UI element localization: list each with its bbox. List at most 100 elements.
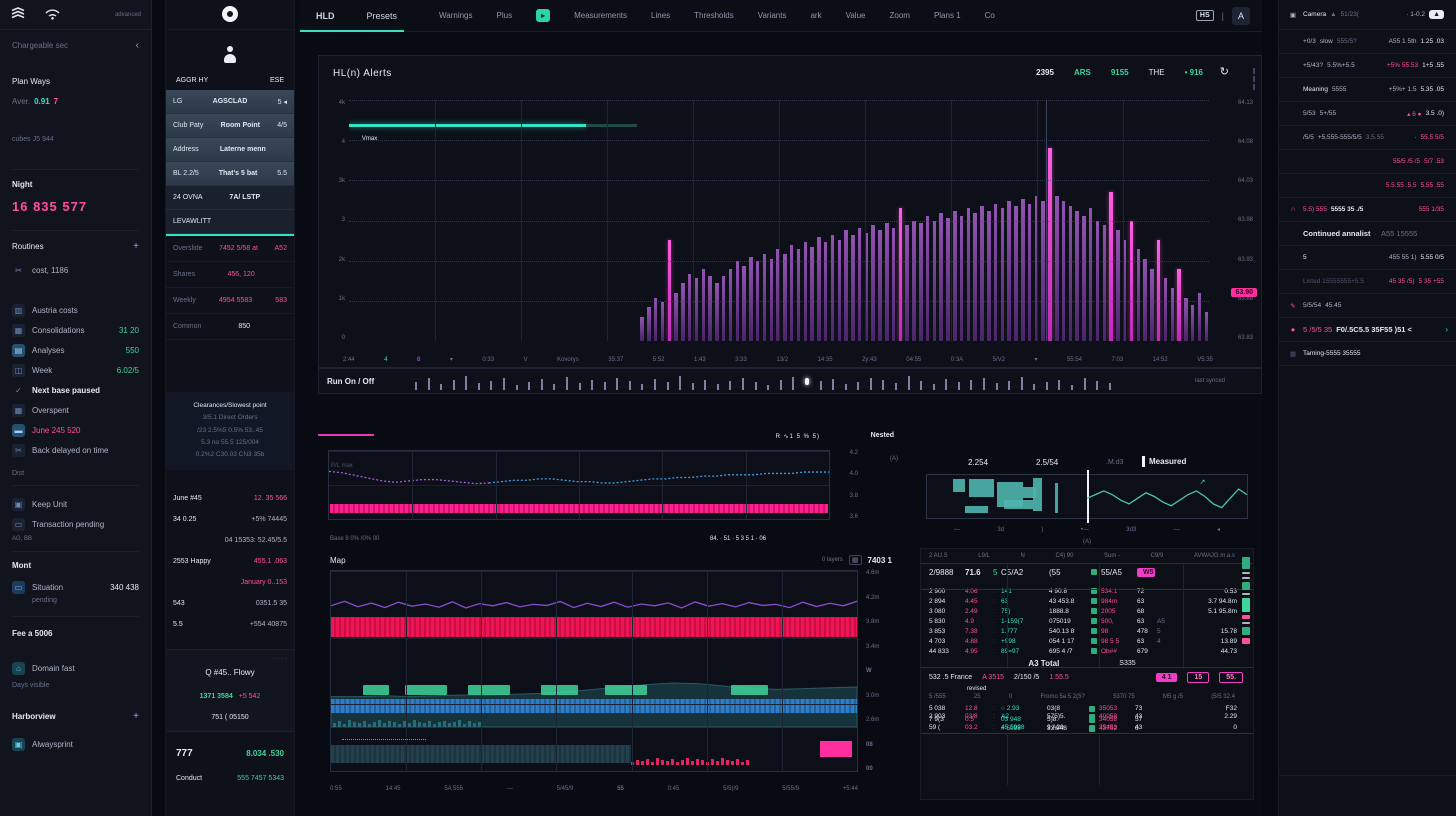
right-sidebar-row[interactable]: /5/5 +5.555-555/5/5 3.5.55 · 55.5 5/5 [1279,126,1456,150]
watch-row[interactable]: BL 2.2/5 That's 5 bat 5.5 [166,162,294,186]
right-sidebar-row[interactable]: Listed 15555555+5.5 45 35 /5) 5 35 +55 [1279,270,1456,294]
watch-row[interactable]: LEVAWLITT [166,210,294,234]
column-header[interactable]: M5 g /5 [1163,694,1184,700]
table-row[interactable]: 2 903 03/8 : A2 575)5. 40058 43 2.29 [929,713,1237,720]
right-sidebar-row[interactable]: +0/3 slow 555/5? A55 1 5th 1.25 .03 [1279,30,1456,54]
right-sidebar-row[interactable]: 55/5 /5 /5 5/7 .53 [1279,150,1456,174]
table-row[interactable]: 3 853 7.38 : 1.777 540.13 8 98 478 5 15.… [929,627,1237,635]
right-sidebar-row[interactable]: ✎ 5/5/54 45.45 [1279,294,1456,318]
watch-row[interactable]: 24 OVNA 7A/ LSTP [166,186,294,210]
watch-row[interactable]: Common 850 [166,314,294,340]
column-header[interactable]: 5 /555 [929,694,946,700]
column-header[interactable]: 0 [1008,694,1013,700]
nav-menu-item[interactable]: Lines [651,11,671,20]
watch-row[interactable]: Weekly 4954 5583 583 [166,288,294,314]
column-header[interactable]: Sum - [1104,553,1121,559]
nav-menu-item[interactable]: Value [845,11,866,20]
column-header[interactable]: L9/L [978,553,990,559]
always-row[interactable]: ▣ Alwaysprint [12,734,139,754]
table-row[interactable]: 4 703 4.88 : +998 054 1 17 98 5 5 63 4 1… [929,637,1237,645]
pointer-tool-button[interactable]: A [1232,6,1250,25]
nav-menu-item[interactable]: Thresholds [694,11,734,20]
scrubber-panel[interactable]: Run On / Off last synced [318,368,1262,394]
table-special-row[interactable]: 2/9888 71.6 5 C5/A2 (55 55/A5 W5 [929,567,1155,577]
nav-menu-item[interactable]: Zoom [889,11,910,20]
scrubber-ticks[interactable] [415,372,1111,390]
right-sidebar-row[interactable]: 5.5.55 .5.5 5.55 .55 [1279,174,1456,198]
column-header[interactable]: AVWAJG m a.s [1193,553,1235,559]
hs-badge[interactable]: HS [1195,10,1214,21]
nav-menu-item[interactable]: ▸ [536,9,551,22]
column-header[interactable]: Fromo 5a 5.2(5? [1040,694,1085,700]
filter-chip[interactable]: 15 [1187,672,1210,683]
nav-menu-item[interactable]: Plus [496,11,513,20]
right-sidebar-row[interactable]: ▦ Taming-5555 35555 [1279,342,1456,366]
right-sidebar-row[interactable]: Continued annalist · A55 15555 [1279,222,1456,246]
watch-row[interactable]: LG AGSCLAD 5 ◂ [166,90,294,114]
column-header[interactable]: C4) 90 [1055,553,1074,559]
column-header[interactable]: N [1020,553,1025,559]
watch-row[interactable]: 2553 Happy 455.1 .063 [166,551,294,572]
panel-c-cursor-line[interactable] [1087,470,1089,523]
watch-row[interactable]: 04 15353: 52.45/5.5 [166,530,294,551]
right-sidebar-row[interactable]: 5 455 55 1) 5.55 0/5 [1279,246,1456,270]
table-row[interactable]: 7 9(3 0.5 : 03 948 5)8. 34058 57 [929,716,1143,724]
sidebar-item[interactable]: ▤ Analyses 550 [12,340,139,360]
column-header[interactable]: 2 AU.S [929,553,948,559]
sidebar-item[interactable]: ◫ Week 6.02/5 [12,360,139,380]
watch-row[interactable]: 543 0351.5 35 [166,593,294,614]
refresh-icon[interactable]: ↻ [1219,66,1229,78]
watch-row[interactable]: Overslide 7452 5/58 at A52 [166,236,294,262]
collapse-chevron-icon[interactable]: ‹ [135,40,139,51]
watch-row[interactable]: 5.5 +554 40875 [166,614,294,635]
tab-presets[interactable]: Presets [366,10,398,21]
watch-row[interactable]: Club Paty Room Point 4/5 [166,114,294,138]
record-button[interactable] [222,6,238,22]
watch-row[interactable]: June #45 12. 35 566 [166,488,294,509]
sidebar-item[interactable]: ▦ Consolidations 31 20 [12,320,139,340]
domain-row[interactable]: ⌂ Domain fast [12,658,139,678]
nav-menu-item[interactable]: Variants [757,11,787,20]
watch-row[interactable]: 34 0.25 +5% 74445 [166,509,294,530]
right-sidebar-row[interactable]: +5/43? 5.5%+5.5 +5% 55.53 1+5 .55 [1279,54,1456,78]
column-header[interactable]: 25 [973,694,981,700]
right-sidebar-row[interactable]: Meaning 5555 +5%+ 1.5 5.35 .05 [1279,78,1456,102]
situation-row[interactable]: ▭ Situation 340 438 [12,577,139,597]
harbor-add-button[interactable]: + [133,711,139,722]
table-row[interactable]: 2 900 4.06 : 141 4 90.8 534.1 72 0.53 [929,587,1237,595]
panel-scrollbar[interactable] [1253,68,1255,92]
sidebar-item[interactable]: ▭ Transaction pending [12,514,139,534]
table-scroll-rail[interactable] [1242,557,1250,791]
sidebar-item[interactable]: ▥ Austria costs [12,300,139,320]
column-header[interactable]: (5/5 32.4 [1211,694,1235,700]
sidebar-item[interactable]: ▣ Keep Unit [12,494,139,514]
column-header[interactable]: C9/9 [1150,553,1164,559]
table-row[interactable]: 3 080 2.49 : 75) 1888.8 2005 68 5.1 95.8… [929,607,1237,615]
right-sidebar-row[interactable]: 5/53 5+/55 ▴ 6 ● 3.5 .0) [1279,102,1456,126]
sidebar-item[interactable]: ▦ Overspent [12,400,139,420]
sidebar-item-cost[interactable]: ✂ cost, 1186 [12,260,139,280]
nav-menu-item[interactable]: Co [984,11,995,20]
table-row[interactable]: 5 830 4.9 : 1-159(7 075019 500, 63 A5 [929,617,1165,625]
panel-a-toolbar-icons[interactable]: R ∿1 5 % 5) [775,434,820,440]
watch-row[interactable]: Shares 456, 120 [166,262,294,288]
nav-menu-item[interactable]: Plans 1 [933,11,961,20]
table-row[interactable]: 44 833 4.95 : 89=97 695 4 /7 Ob## 679 44… [929,647,1237,655]
filter-chip-active[interactable]: 4 1 [1155,673,1178,682]
sidebar-item[interactable]: ▬ June 245 520 [12,420,139,440]
table-row[interactable]: 5 038 12.8 : ○ 2.93 03(8 35053 73 F32 [929,705,1237,712]
right-sidebar-row[interactable]: ● 5 /5/5 35 F0/.5C5.5 35F55 )51 < › [1279,318,1456,342]
nav-menu-item[interactable]: Warnings [439,11,473,20]
nav-menu-item[interactable]: ark [810,11,822,20]
tab-hld[interactable]: HLD [316,10,335,21]
right-sidebar-row[interactable]: ▣ Camera ▲ 51/23( · 1-0.2 ▲ [1279,0,1456,30]
watch-row[interactable]: Address Laterne menn [166,138,294,162]
filter-chip[interactable]: 55. [1219,672,1243,683]
right-sidebar-row[interactable]: ∩ 5.5) 555 5555 35 ./5 555 1/35 [1279,198,1456,222]
sidebar-item[interactable]: ✂ Back delayed on time [12,440,139,460]
routines-add-button[interactable]: + [133,241,139,252]
table-row[interactable]: # 5098 33.948 43752 0 [1001,725,1139,733]
table-row[interactable]: 2 894 4.45 : 63 43 453.8 984m 63 3.7 94.… [929,597,1237,605]
column-header[interactable]: 5370 75 [1113,694,1135,700]
table2-tab[interactable]: revised [967,686,987,692]
